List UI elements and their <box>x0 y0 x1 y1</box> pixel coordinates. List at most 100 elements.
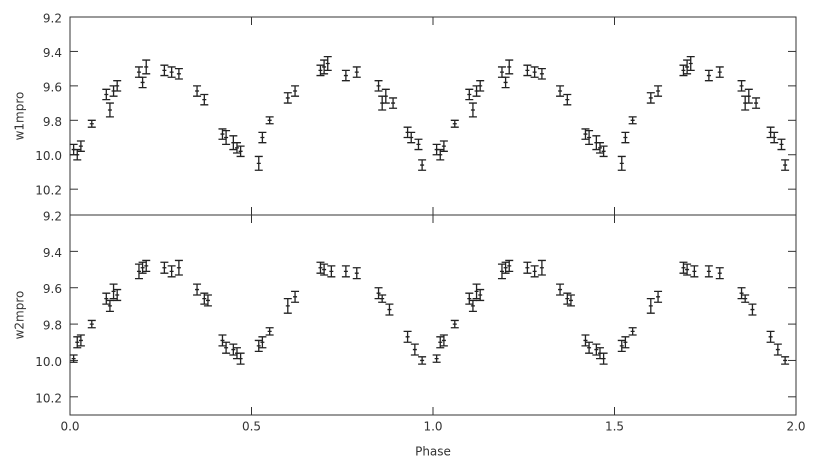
error-bar <box>599 145 608 158</box>
error-bar <box>102 292 111 305</box>
error-bar <box>352 66 361 78</box>
error-bar <box>468 102 477 118</box>
error-bar <box>770 131 779 144</box>
x-axis-label: Phase <box>415 445 451 459</box>
error-bar <box>505 59 514 75</box>
error-bar <box>432 354 441 363</box>
error-bar <box>352 267 361 280</box>
error-bar <box>76 140 85 152</box>
error-bar <box>501 261 510 274</box>
error-bar <box>167 265 176 278</box>
error-bar <box>715 267 724 280</box>
error-bar <box>766 330 775 343</box>
error-bar <box>113 80 122 92</box>
error-bar <box>283 92 292 104</box>
error-bar <box>704 265 713 278</box>
error-bar <box>374 80 383 92</box>
error-bar <box>229 343 238 356</box>
error-bar <box>320 263 329 276</box>
panel-frame <box>69 214 797 416</box>
error-bar <box>439 334 448 347</box>
panel-frame <box>69 16 797 216</box>
error-bar <box>381 88 390 104</box>
error-bar <box>679 64 688 77</box>
error-bar <box>646 92 655 104</box>
error-bar <box>563 292 572 305</box>
y-tick-label: 9.2 <box>43 12 62 26</box>
error-bar <box>450 319 459 329</box>
error-bar <box>686 55 695 72</box>
error-bar <box>236 352 245 365</box>
error-bar <box>599 352 608 365</box>
error-bar <box>501 76 510 89</box>
error-bar <box>585 341 594 354</box>
error-bar <box>497 66 506 78</box>
error-bar <box>505 259 514 273</box>
error-bar <box>621 336 630 349</box>
error-bar <box>773 343 782 356</box>
y-tick-label: 9.4 <box>43 46 62 60</box>
y-tick-label: 10.0 <box>35 355 62 369</box>
error-bar <box>497 263 506 280</box>
error-bar <box>414 138 423 151</box>
error-bar <box>585 129 594 146</box>
error-bar <box>316 64 325 77</box>
error-bar <box>621 131 630 144</box>
error-bar <box>193 85 202 97</box>
y-tick-label: 10.2 <box>35 184 62 198</box>
error-bar <box>748 303 757 316</box>
error-bar <box>752 97 761 109</box>
error-bar <box>323 55 332 72</box>
y-tick-label: 10.0 <box>35 149 62 163</box>
error-bar <box>595 142 604 154</box>
error-bar <box>167 66 176 78</box>
y-tick-label: 9.6 <box>43 80 62 94</box>
error-bar <box>374 287 383 300</box>
error-bar <box>218 334 227 347</box>
error-bar <box>436 336 445 349</box>
error-bar <box>134 263 143 280</box>
y-axis-label: w2mpro <box>13 291 27 340</box>
error-bar <box>109 283 118 300</box>
x-tick-label: 0.0 <box>60 420 79 434</box>
error-bar <box>523 64 532 77</box>
error-bar <box>683 59 692 75</box>
error-bar <box>113 288 122 302</box>
error-bar <box>465 292 474 305</box>
error-bar <box>258 336 267 349</box>
error-bar <box>142 59 151 75</box>
error-bar <box>646 297 655 314</box>
error-bar <box>389 97 398 109</box>
error-bar <box>581 334 590 347</box>
error-bar <box>160 64 169 77</box>
error-bar <box>200 292 209 305</box>
error-bar <box>69 354 78 363</box>
y-tick-label: 9.6 <box>43 282 62 296</box>
error-bar <box>254 155 263 171</box>
error-bar <box>737 80 746 92</box>
error-bar <box>87 319 96 329</box>
error-bar <box>628 116 637 125</box>
y-tick-label: 9.2 <box>43 210 62 224</box>
error-bar <box>744 88 753 104</box>
error-bar <box>320 59 329 75</box>
error-bar <box>291 85 300 97</box>
x-tick-label: 2.0 <box>786 420 805 434</box>
error-bar <box>258 131 267 144</box>
error-bar <box>222 341 231 354</box>
error-bar <box>777 138 786 151</box>
error-bar <box>236 145 245 158</box>
error-bar <box>439 140 448 152</box>
error-bar <box>291 290 300 303</box>
error-bar <box>617 155 626 171</box>
y-tick-label: 9.8 <box>43 319 62 333</box>
error-bar <box>105 299 114 313</box>
error-bar <box>563 93 572 106</box>
error-bar <box>218 128 227 140</box>
error-bar <box>327 265 336 278</box>
error-bar <box>410 343 419 356</box>
error-bar <box>76 334 85 347</box>
error-bar <box>781 159 790 171</box>
error-bar <box>472 283 481 300</box>
